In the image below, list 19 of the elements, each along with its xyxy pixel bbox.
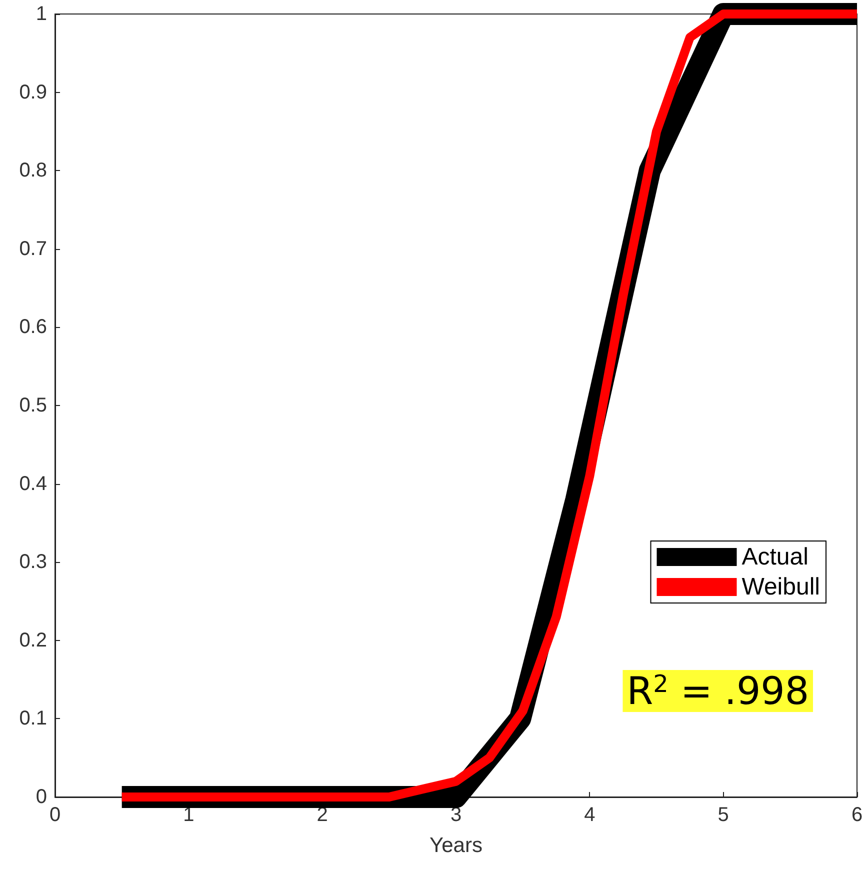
y-tick-label: 0.9: [19, 81, 47, 104]
y-tick-label: 0.2: [19, 629, 47, 652]
x-axis-title: Years: [430, 834, 482, 857]
y-tick-label: 0.7: [19, 238, 47, 260]
y-tick-label: 0.6: [19, 316, 47, 338]
x-tick-label: 6: [851, 804, 863, 826]
y-tick-label: 0.4: [19, 472, 47, 495]
x-tick-label: 5: [718, 804, 729, 826]
legend-label: Weibull: [742, 574, 820, 600]
y-tick-label: 0: [36, 786, 47, 808]
y-tick-label: 0.8: [19, 160, 47, 182]
y-tick-label: 0.5: [19, 394, 47, 416]
y-tick-label: 0.3: [19, 551, 47, 574]
x-tick-label: 1: [183, 804, 194, 826]
x-tick-label: 4: [584, 804, 596, 826]
x-tick-label: 0: [49, 804, 61, 826]
y-tick-label: 0.1: [19, 708, 47, 730]
legend-label: Actual: [742, 544, 808, 570]
y-tick-label: 1: [36, 3, 47, 25]
